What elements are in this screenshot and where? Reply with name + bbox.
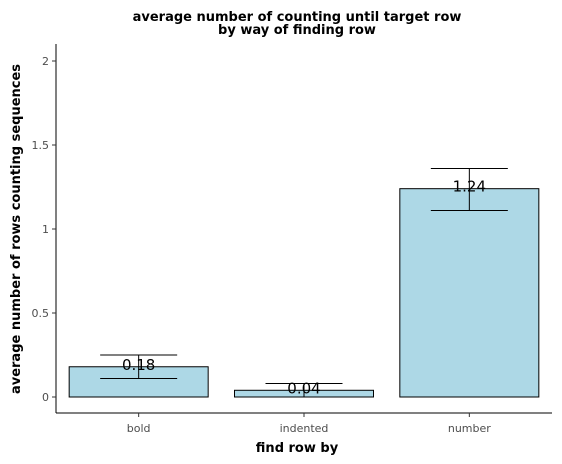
data-label: 1.24 [453, 178, 486, 196]
y-tick-label: 0 [42, 391, 49, 404]
x-tick-label: bold [127, 422, 151, 435]
x-tick-label: number [448, 422, 491, 435]
data-label: 0.04 [287, 379, 320, 397]
y-tick-label: 1.5 [32, 139, 50, 152]
chart-title-line-1: average number of counting until target … [133, 10, 462, 25]
y-axis-title: average number of rows counting sequence… [9, 64, 24, 394]
y-tick-label: 1 [42, 223, 49, 236]
x-tick-label: indented [280, 422, 329, 435]
x-axis-title: find row by [256, 441, 339, 456]
bar [399, 188, 540, 398]
chart-title-line-2: by way of finding row [218, 23, 376, 38]
y-tick-label: 0.5 [32, 307, 50, 320]
y-tick-label: 2 [42, 55, 49, 68]
data-label: 0.18 [122, 356, 155, 374]
plot-area: 0 0.5 1 1.5 2 0.18 bold 0.04 indented 1.24 number [32, 44, 552, 435]
